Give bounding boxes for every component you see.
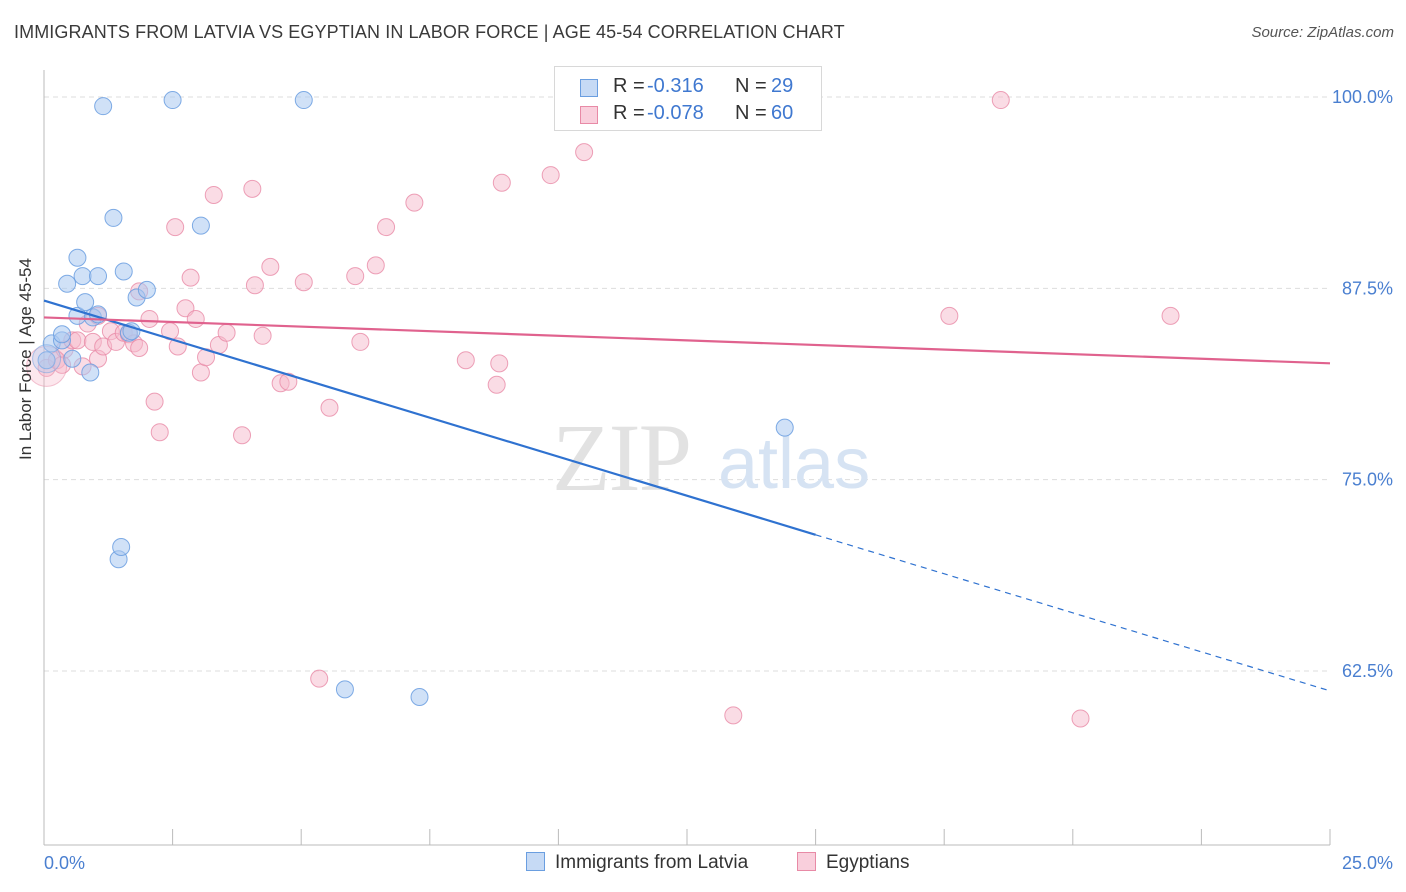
y-tick-label: 100.0% bbox=[1332, 87, 1393, 107]
latvia-point bbox=[163, 91, 182, 110]
latvia-point bbox=[104, 208, 123, 227]
egyptians-point bbox=[456, 351, 475, 370]
egyptians-point bbox=[1161, 306, 1180, 325]
x-tick-label: 25.0% bbox=[1342, 853, 1393, 873]
n-value: 60 bbox=[771, 102, 794, 124]
axes bbox=[43, 70, 1331, 846]
latvia-point bbox=[191, 216, 210, 235]
latvia-point bbox=[89, 267, 108, 286]
egyptians-point bbox=[490, 354, 509, 373]
latvia-swatch bbox=[526, 852, 545, 871]
latvia-point bbox=[68, 248, 87, 267]
egyptians-point bbox=[166, 218, 185, 237]
egyptians-point bbox=[487, 375, 506, 394]
chart-title: IMMIGRANTS FROM LATVIA VS EGYPTIAN IN LA… bbox=[14, 22, 845, 42]
latvia-point bbox=[58, 274, 77, 293]
egyptians-point bbox=[405, 193, 424, 212]
egyptians-point bbox=[346, 267, 365, 286]
egyptians-point bbox=[145, 392, 164, 411]
source-label: Source: ZipAtlas.com bbox=[1251, 24, 1394, 41]
r-label: R = bbox=[613, 102, 645, 124]
egyptians-point bbox=[217, 323, 236, 342]
latvia-point bbox=[37, 351, 56, 370]
latvia-point bbox=[73, 267, 92, 286]
egyptians-swatch bbox=[797, 852, 816, 871]
latvia-point bbox=[53, 325, 72, 344]
legend-label: Immigrants from Latvia bbox=[555, 852, 749, 873]
n-label: N = bbox=[735, 102, 767, 124]
y-axis-label: In Labor Force | Age 45-54 bbox=[16, 258, 35, 460]
tick-labels: 62.5% 75.0% 87.5% 100.0% 0.0% 25.0% bbox=[44, 87, 1393, 873]
latvia-point bbox=[335, 680, 354, 699]
egyptians-point bbox=[366, 256, 385, 275]
egyptians-point bbox=[1071, 709, 1090, 728]
egyptians-point bbox=[261, 257, 280, 276]
n-value: 29 bbox=[771, 75, 794, 97]
watermark-atlas: atlas bbox=[718, 424, 870, 504]
latvia-trend-extension bbox=[815, 534, 1331, 692]
correlation-legend: R = -0.316 N = 29 R = -0.078 N = 60 bbox=[554, 66, 822, 131]
egyptians-point bbox=[724, 706, 743, 725]
egyptians-swatch bbox=[580, 106, 598, 124]
latvia-point bbox=[32, 344, 62, 374]
r-value: -0.316 bbox=[647, 75, 704, 97]
egyptians-point bbox=[233, 426, 252, 445]
watermark-zip: ZIP bbox=[552, 404, 690, 511]
egyptians-point bbox=[204, 185, 223, 204]
y-tick-label: 62.5% bbox=[1342, 661, 1393, 681]
egyptians-point bbox=[310, 669, 329, 688]
latvia-point bbox=[137, 280, 156, 299]
latvia-point bbox=[76, 293, 95, 312]
egyptians-point bbox=[991, 91, 1010, 110]
egyptians-point bbox=[940, 306, 959, 325]
gridlines bbox=[44, 96, 1330, 672]
legend-label: Egyptians bbox=[826, 852, 910, 873]
latvia-point bbox=[81, 363, 100, 382]
y-tick-label: 75.0% bbox=[1342, 470, 1393, 490]
y-tick-label: 87.5% bbox=[1342, 278, 1393, 298]
latvia-trend-line bbox=[43, 299, 816, 536]
egyptians-point bbox=[377, 218, 396, 237]
n-label: N = bbox=[735, 75, 767, 97]
egyptians-point bbox=[243, 179, 262, 198]
latvia-point bbox=[114, 262, 133, 281]
latvia-point bbox=[775, 418, 794, 437]
egyptians-point bbox=[279, 372, 298, 391]
trend-lines bbox=[43, 299, 1331, 692]
egyptians-point bbox=[191, 363, 210, 382]
legend-item-latvia[interactable]: Immigrants from Latvia bbox=[526, 852, 748, 874]
latvia-point bbox=[410, 688, 429, 707]
latvia-point bbox=[294, 91, 313, 110]
latvia-points bbox=[32, 91, 794, 707]
egyptians-point bbox=[150, 423, 169, 442]
egyptians-point bbox=[140, 309, 159, 328]
egyptians-trend-line bbox=[43, 316, 1331, 365]
watermark: ZIP atlas bbox=[552, 404, 870, 511]
egyptians-point bbox=[68, 331, 87, 350]
egyptians-point bbox=[245, 276, 264, 295]
latvia-point bbox=[112, 538, 131, 557]
egyptians-point bbox=[320, 398, 339, 417]
egyptians-point bbox=[294, 273, 313, 292]
r-label: R = bbox=[613, 75, 645, 97]
latvia-swatch bbox=[580, 79, 598, 97]
egyptians-point bbox=[541, 166, 560, 185]
x-tick-label: 0.0% bbox=[44, 853, 85, 873]
r-value: -0.078 bbox=[647, 102, 704, 124]
latvia-point bbox=[94, 97, 113, 116]
egyptians-point bbox=[181, 268, 200, 287]
egyptians-point bbox=[492, 173, 511, 192]
egyptians-point bbox=[253, 326, 272, 345]
legend-item-egyptians[interactable]: Egyptians bbox=[797, 852, 909, 874]
egyptians-point bbox=[130, 339, 149, 358]
latvia-point bbox=[63, 349, 82, 368]
egyptians-point bbox=[575, 143, 594, 162]
egyptians-point bbox=[186, 309, 205, 328]
egyptians-point bbox=[351, 332, 370, 351]
